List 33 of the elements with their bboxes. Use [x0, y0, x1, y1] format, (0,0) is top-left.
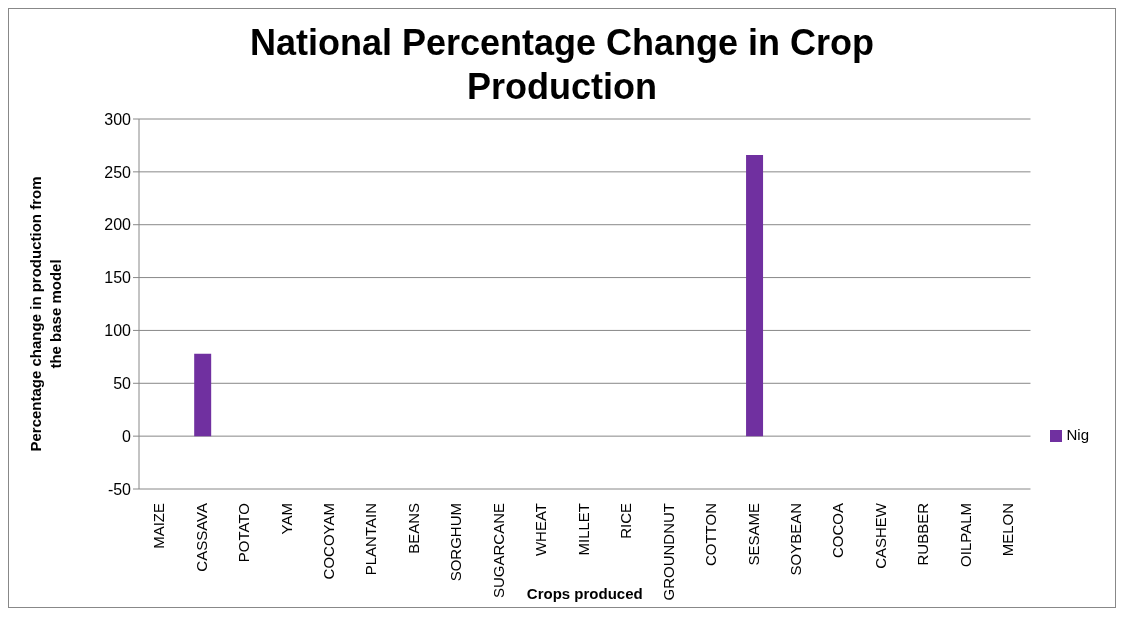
x-tick-label: GROUNDNUT: [659, 503, 677, 601]
y-tick-label: 0: [122, 427, 132, 445]
y-tick-label: 100: [104, 322, 132, 340]
y-tick-label: 200: [104, 216, 132, 234]
x-tick-label: BEANS: [404, 503, 422, 554]
y-tick-label: 300: [104, 110, 132, 128]
x-tick-label: WHEAT: [532, 503, 550, 557]
x-tick-label: CASSAVA: [192, 503, 210, 572]
legend-label: Nig: [1066, 425, 1089, 443]
y-tick-label: -50: [107, 480, 132, 498]
x-tick-label: YAM: [277, 503, 295, 535]
x-axis-title: Crops produced: [526, 585, 643, 602]
x-tick-label: CASHEW: [871, 502, 889, 569]
x-tick-label: RICE: [617, 503, 635, 539]
x-tick-label: RUBBER: [914, 502, 932, 566]
chart-title: National Percentage Change in Crop Production: [248, 21, 876, 109]
x-tick-label: COCOA: [829, 503, 847, 559]
x-tick-label: SUGARCANE: [489, 503, 507, 599]
x-tick-label: MILLET: [574, 503, 592, 556]
y-tick-label: 50: [113, 374, 132, 392]
x-tick-label: OILPALM: [956, 503, 974, 567]
x-tick-label: SESAME: [744, 503, 762, 566]
x-tick-label: MELON: [999, 503, 1017, 557]
y-tick-label: 150: [104, 269, 132, 287]
x-tick-label: PLANTAIN: [362, 503, 380, 576]
x-tick-label: MAIZE: [150, 503, 168, 549]
x-tick-label: SOYBEAN: [786, 503, 804, 576]
x-tick-label: COCOYAM: [320, 503, 337, 580]
y-axis-title: Percentage change in production from the base model: [27, 176, 64, 452]
x-tick-label: POTATO: [235, 503, 253, 563]
y-tick-label: 250: [104, 163, 132, 181]
x-tick-label: SORGHUM: [447, 503, 465, 582]
x-tick-label: COTTON: [702, 503, 720, 567]
